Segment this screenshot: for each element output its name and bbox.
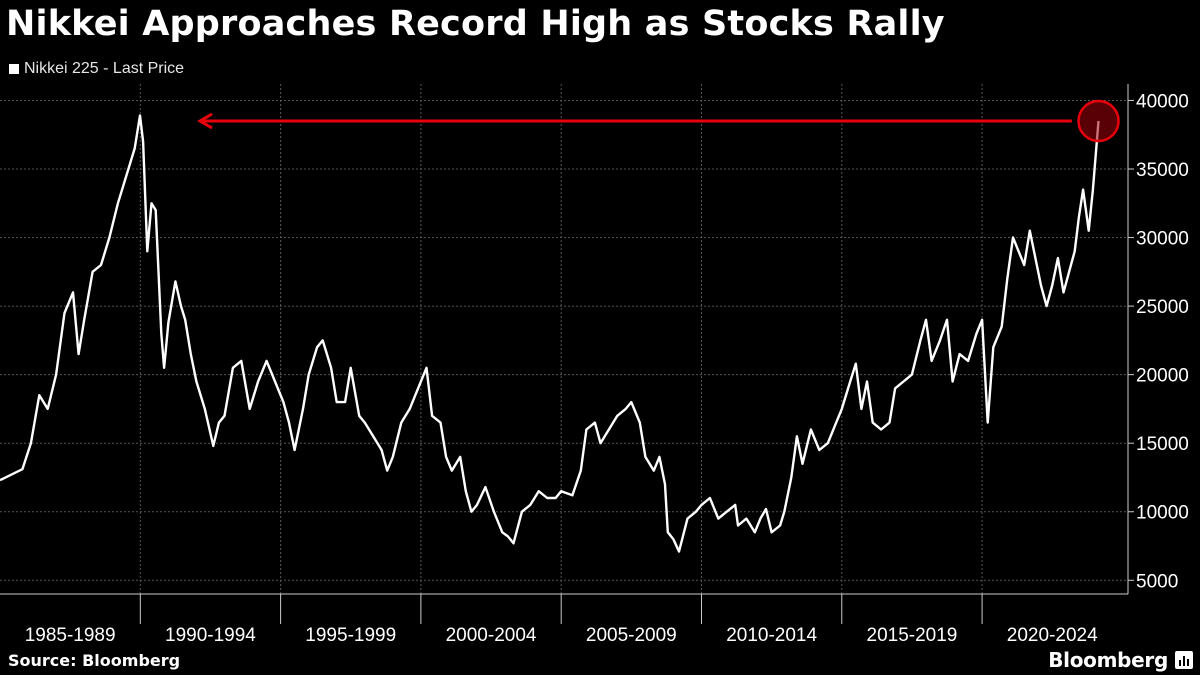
x-category-label: 2020-2024 <box>1007 625 1098 646</box>
x-category-label: 1985-1989 <box>25 625 116 646</box>
chart-title: Nikkei Approaches Record High as Stocks … <box>6 4 945 44</box>
y-tick-label: 15000 <box>1136 434 1189 455</box>
x-category-label: 2005-2009 <box>586 625 677 646</box>
y-tick-label: 10000 <box>1136 503 1189 524</box>
legend: Nikkei 225 - Last Price <box>9 60 184 78</box>
highlight-marker <box>1077 99 1120 143</box>
y-tick-label: 30000 <box>1136 229 1189 250</box>
x-category-label: 1995-1999 <box>305 625 396 646</box>
series-line-nikkei-225 <box>0 114 1100 553</box>
brand-name: Bloomberg <box>1048 648 1168 672</box>
brand: Bloomberg <box>1048 648 1193 672</box>
legend-swatch <box>9 64 19 74</box>
annotation-arrow-head <box>197 112 213 130</box>
x-category-label: 2000-2004 <box>446 625 537 646</box>
y-tick-label: 25000 <box>1136 297 1189 318</box>
legend-label: Nikkei 225 - Last Price <box>24 60 185 77</box>
source-note: Source: Bloomberg <box>8 651 181 670</box>
y-tick-label: 35000 <box>1136 160 1189 181</box>
bloomberg-logo-icon <box>1175 651 1193 669</box>
x-category-label: 2015-2019 <box>867 625 958 646</box>
x-category-label: 2010-2014 <box>726 625 817 646</box>
y-tick-label: 40000 <box>1136 91 1189 112</box>
y-tick-label: 20000 <box>1136 366 1189 387</box>
x-category-label: 1990-1994 <box>165 625 256 646</box>
y-tick-label: 5000 <box>1136 571 1178 592</box>
